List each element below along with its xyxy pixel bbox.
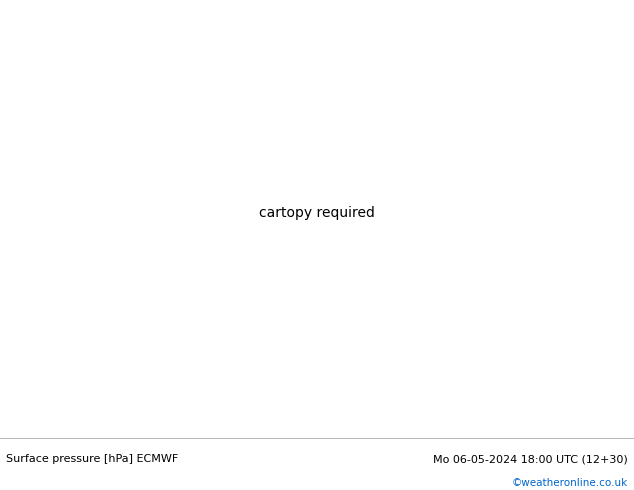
Text: Surface pressure [hPa] ECMWF: Surface pressure [hPa] ECMWF [6, 454, 179, 464]
Text: Mo 06-05-2024 18:00 UTC (12+30): Mo 06-05-2024 18:00 UTC (12+30) [433, 454, 628, 464]
Text: ©weatheronline.co.uk: ©weatheronline.co.uk [512, 478, 628, 488]
Text: cartopy required: cartopy required [259, 206, 375, 220]
